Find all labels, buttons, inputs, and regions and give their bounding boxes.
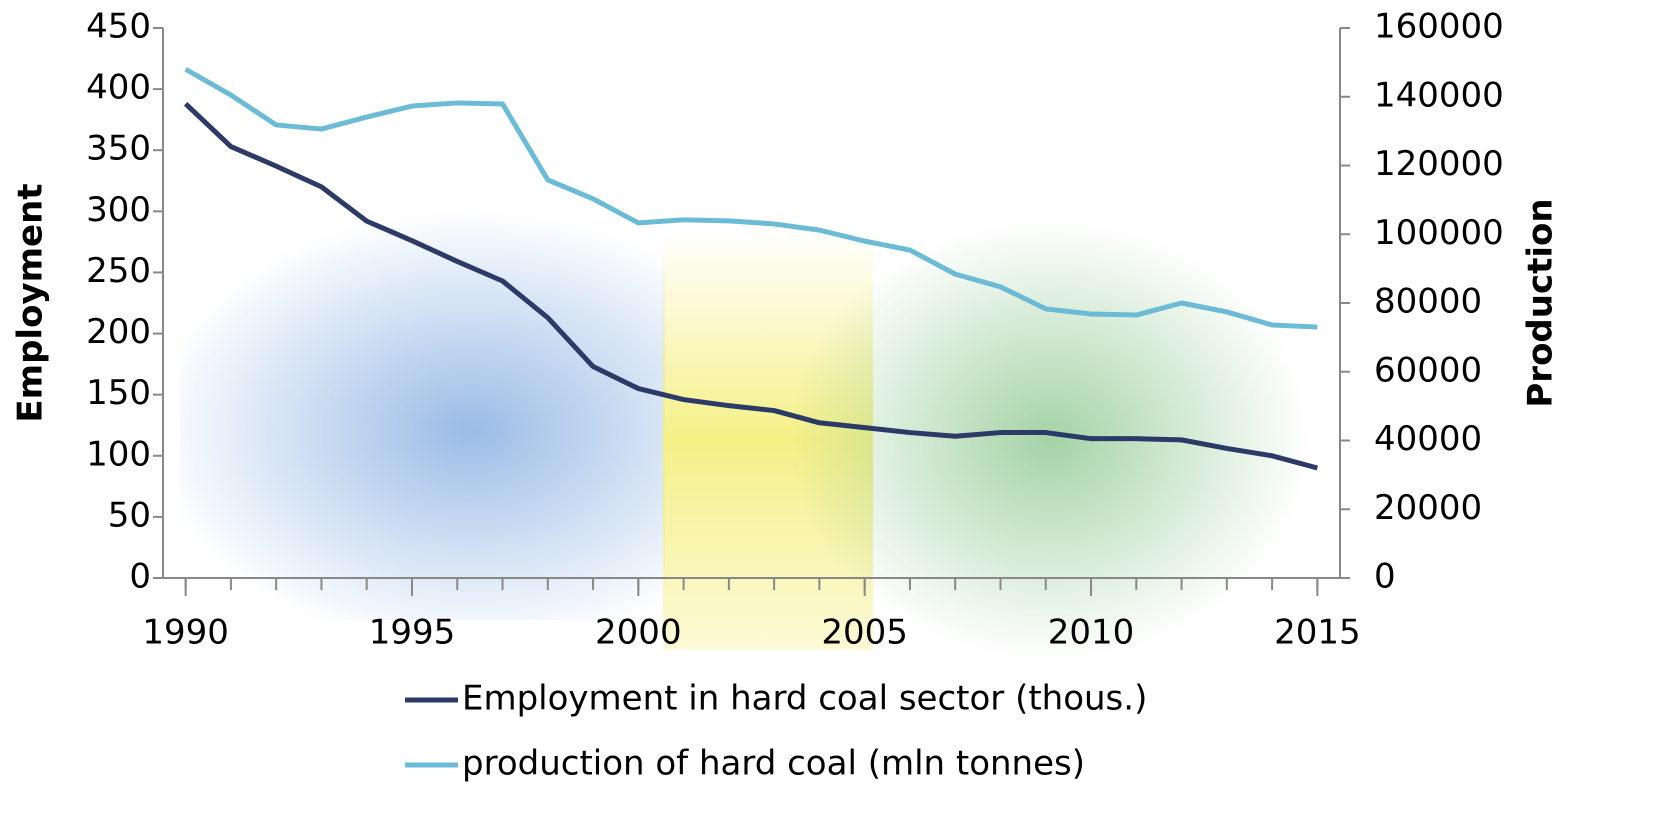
- y2-tick-label: 20000: [1374, 488, 1482, 528]
- y-tick-label: 350: [86, 129, 151, 169]
- y-tick-label: 100: [86, 434, 151, 474]
- y2-tick-label: 160000: [1374, 7, 1504, 47]
- y-tick-label: 200: [86, 312, 151, 352]
- y-tick-label: 0: [129, 557, 151, 597]
- x-tick-label: 2010: [1048, 613, 1135, 653]
- y2-tick-label: 0: [1374, 557, 1396, 597]
- y2-tick-label: 80000: [1374, 282, 1482, 322]
- y2-tick-label: 140000: [1374, 75, 1504, 115]
- page: Employment Production 0 50 100 150 200 250 300…: [0, 0, 1669, 837]
- x-tick-label: 2000: [595, 613, 682, 653]
- x-tick-label: 2005: [821, 613, 908, 653]
- y-tick-label: 150: [86, 373, 151, 413]
- background-decoration: [150, 210, 1310, 660]
- y-tick-label: 250: [86, 251, 151, 291]
- x-tick-label: 2015: [1274, 613, 1361, 653]
- x-tick-label: 1990: [142, 613, 229, 653]
- chart: Employment Production 0 50 100 150 200 250 300…: [0, 0, 1669, 837]
- y2-tick-label: 100000: [1374, 213, 1504, 253]
- y-tick-label: 300: [86, 190, 151, 230]
- y2-tick-label: 60000: [1374, 350, 1482, 390]
- x-tick-label: 1995: [369, 613, 456, 653]
- y2-tick-label: 120000: [1374, 144, 1504, 184]
- y-tick-label: 50: [108, 495, 151, 535]
- y-tick-label: 450: [86, 7, 151, 47]
- y2-tick-label: 40000: [1374, 419, 1482, 459]
- legend-label: Employment in hard coal sector (thous.): [462, 679, 1147, 719]
- y-tick-label: 400: [86, 68, 151, 108]
- legend-label: production of hard coal (mln tonnes): [462, 744, 1085, 784]
- y2-axis-title: Production: [1521, 198, 1561, 407]
- y-axis-title: Employment: [11, 183, 51, 422]
